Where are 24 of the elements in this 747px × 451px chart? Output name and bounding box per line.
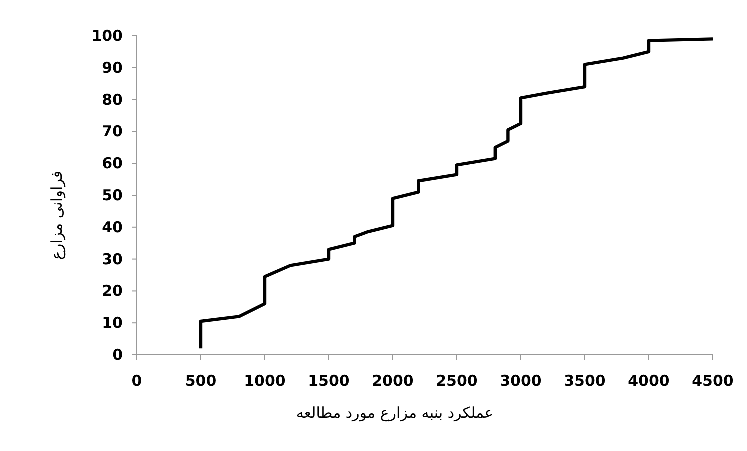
x-tick-label: 1500 [308,372,350,390]
x-tick-label: 500 [185,372,217,390]
y-tick-label: 60 [102,154,123,173]
y-tick-label: 20 [102,282,123,300]
x-tick-label: 1000 [244,372,286,390]
line-series [199,38,715,350]
x-tick-label: 3000 [500,372,542,390]
x-tick-label: 4000 [628,372,670,390]
x-tick-label: 2500 [436,372,478,390]
x-tick-label: 3500 [564,372,606,390]
y-tick-label: 50 [102,186,123,204]
y-tick-label: 100 [92,27,123,45]
x-tick-label: 4500 [692,372,734,390]
y-tick-label: 30 [102,250,123,268]
y-tick-label: 40 [102,218,123,236]
x-tick-label: 2000 [372,372,414,390]
y-tick-label: 80 [102,90,123,109]
x-axis-title: عملکرد بنبه مزارع مورد مطالعه [296,404,494,422]
y-tick-label: 70 [102,122,123,141]
y-tick-label: 10 [102,314,123,332]
y-tick-label: 90 [102,58,123,77]
y-axis-title: فراوانی مزارع [48,170,66,260]
x-tick-label: 0 [132,372,142,390]
y-tick-label: 0 [112,346,123,364]
